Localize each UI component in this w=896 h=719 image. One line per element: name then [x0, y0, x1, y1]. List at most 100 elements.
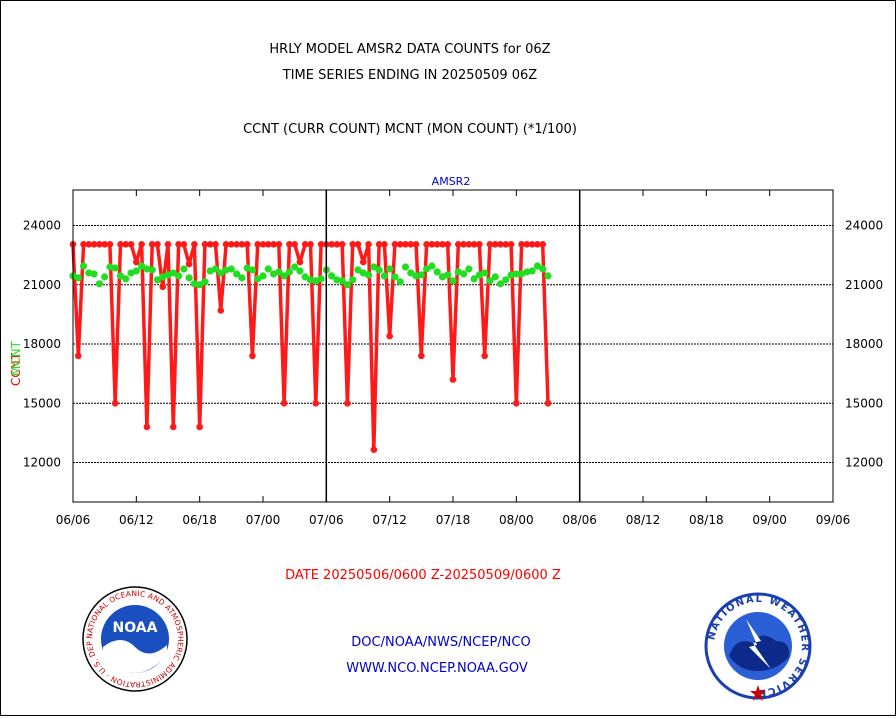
- ccnt-point: [243, 241, 251, 248]
- mcnt-point: [396, 278, 404, 286]
- mcnt-point: [227, 265, 235, 273]
- ccnt-point: [291, 241, 298, 248]
- ccnt-point: [423, 241, 430, 248]
- y-tick-label-left: 15000: [23, 396, 61, 410]
- ccnt-point: [359, 258, 367, 266]
- ccnt-point: [264, 241, 272, 248]
- mcnt-point: [465, 265, 473, 273]
- ccnt-point: [486, 241, 494, 248]
- mcnt-point: [433, 268, 441, 276]
- ccnt-point: [127, 241, 135, 248]
- ccnt-point: [491, 241, 499, 248]
- ccnt-point: [381, 241, 388, 248]
- mcnt-point: [138, 262, 146, 270]
- mcnt-point: [238, 274, 246, 282]
- ccnt-point: [534, 241, 541, 248]
- y-tick-label-left: 24000: [23, 219, 61, 233]
- ccnt-point: [159, 283, 167, 291]
- ccnt-point: [228, 241, 235, 248]
- panel-label: AMSR2: [432, 175, 471, 188]
- mcnt-point: [95, 280, 103, 288]
- ccnt-point: [476, 241, 483, 248]
- series-ccnt: [69, 241, 552, 453]
- ccnt-point: [270, 241, 277, 248]
- ccnt-point: [465, 241, 473, 248]
- mcnt-point: [328, 272, 336, 280]
- mcnt-point: [544, 272, 552, 280]
- mcnt-point: [401, 263, 410, 271]
- mcnt-point: [528, 267, 536, 275]
- ccnt-point: [143, 423, 151, 431]
- ccnt-point: [117, 241, 124, 248]
- mcnt-point: [380, 272, 388, 280]
- ccnt-point: [328, 241, 335, 248]
- ccnt-point: [513, 399, 520, 407]
- x-tick-label: 09/00: [752, 513, 787, 527]
- ccnt-point: [217, 307, 225, 314]
- ccnt-point: [317, 241, 325, 248]
- y-tick-label-right: 24000: [845, 219, 883, 233]
- ccnt-point: [386, 332, 393, 340]
- mcnt-point: [248, 266, 257, 274]
- ccnt-point: [439, 241, 446, 248]
- y-axis-labels: 12000 12000 15000 15000 18000 18000 21000 21000…: [23, 219, 883, 470]
- mcnt-point: [317, 275, 325, 283]
- ccnt-point: [212, 241, 219, 248]
- ccnt-point: [539, 241, 547, 248]
- x-tick-label: 06/12: [119, 513, 154, 527]
- mcnt-point: [349, 276, 357, 284]
- mcnt-point: [444, 271, 452, 279]
- ccnt-point: [344, 399, 351, 407]
- mcnt-point: [254, 275, 262, 283]
- mcnt-point: [539, 265, 547, 273]
- mcnt-point: [343, 281, 352, 289]
- nws-logo: NATIONAL WEATHER SERVICE: [704, 592, 812, 701]
- mcnt-point: [211, 265, 220, 273]
- x-tick-label: 09/06: [816, 513, 851, 527]
- ccnt-point: [106, 241, 114, 248]
- mcnt-point: [285, 268, 293, 276]
- ccnt-point: [238, 241, 246, 248]
- mcnt-point: [291, 263, 299, 271]
- x-axis-date-label: DATE 20250506/0600 Z-20250509/0600 Z: [285, 568, 561, 583]
- footer-agency-line: DOC/NOAA/NWS/NCEP/NCO: [351, 635, 530, 650]
- ccnt-point: [407, 241, 415, 248]
- ccnt-point: [449, 376, 457, 383]
- ccnt-point: [528, 241, 536, 248]
- mcnt-point: [459, 270, 468, 278]
- x-tick-label: 08/12: [626, 513, 661, 527]
- mcnt-point: [375, 266, 383, 274]
- chart-title: HRLY MODEL AMSR2 DATA COUNTS for 06Z: [269, 42, 550, 57]
- ccnt-point: [296, 258, 304, 266]
- ccnt-point: [433, 241, 441, 248]
- mcnt-point: [169, 269, 177, 277]
- chart-subtitle: TIME SERIES ENDING IN 20250509 06Z: [282, 68, 538, 83]
- ccnt-point: [275, 241, 283, 248]
- mcnt-point: [423, 265, 431, 273]
- ccnt-point: [164, 241, 172, 248]
- ccnt-point: [85, 241, 93, 248]
- ccnt-point: [148, 241, 156, 248]
- y-axis-label-mcnt: MCNT: [9, 340, 23, 376]
- ccnt-point: [502, 241, 510, 248]
- ccnt-point: [154, 241, 161, 248]
- mcnt-point: [391, 273, 399, 281]
- ccnt-point: [90, 241, 98, 248]
- ccnt-point: [191, 241, 198, 248]
- ccnt-point: [233, 241, 240, 248]
- ccnt-point: [175, 241, 182, 248]
- mcnt-point: [502, 276, 510, 284]
- ccnt-point: [412, 241, 420, 248]
- y-tick-label-right: 15000: [845, 396, 883, 410]
- ccnt-point: [391, 241, 399, 248]
- ccnt-point: [375, 241, 383, 248]
- ccnt-point: [254, 241, 262, 248]
- footer-website: WWW.NCO.NCEP.NOAA.GOV: [346, 661, 528, 676]
- ccnt-point: [111, 399, 119, 407]
- mcnt-point: [533, 262, 542, 270]
- y-tick-label-left: 12000: [23, 456, 61, 470]
- ccnt-point: [544, 399, 552, 407]
- ccnt-point: [523, 241, 531, 248]
- ccnt-point: [196, 423, 203, 431]
